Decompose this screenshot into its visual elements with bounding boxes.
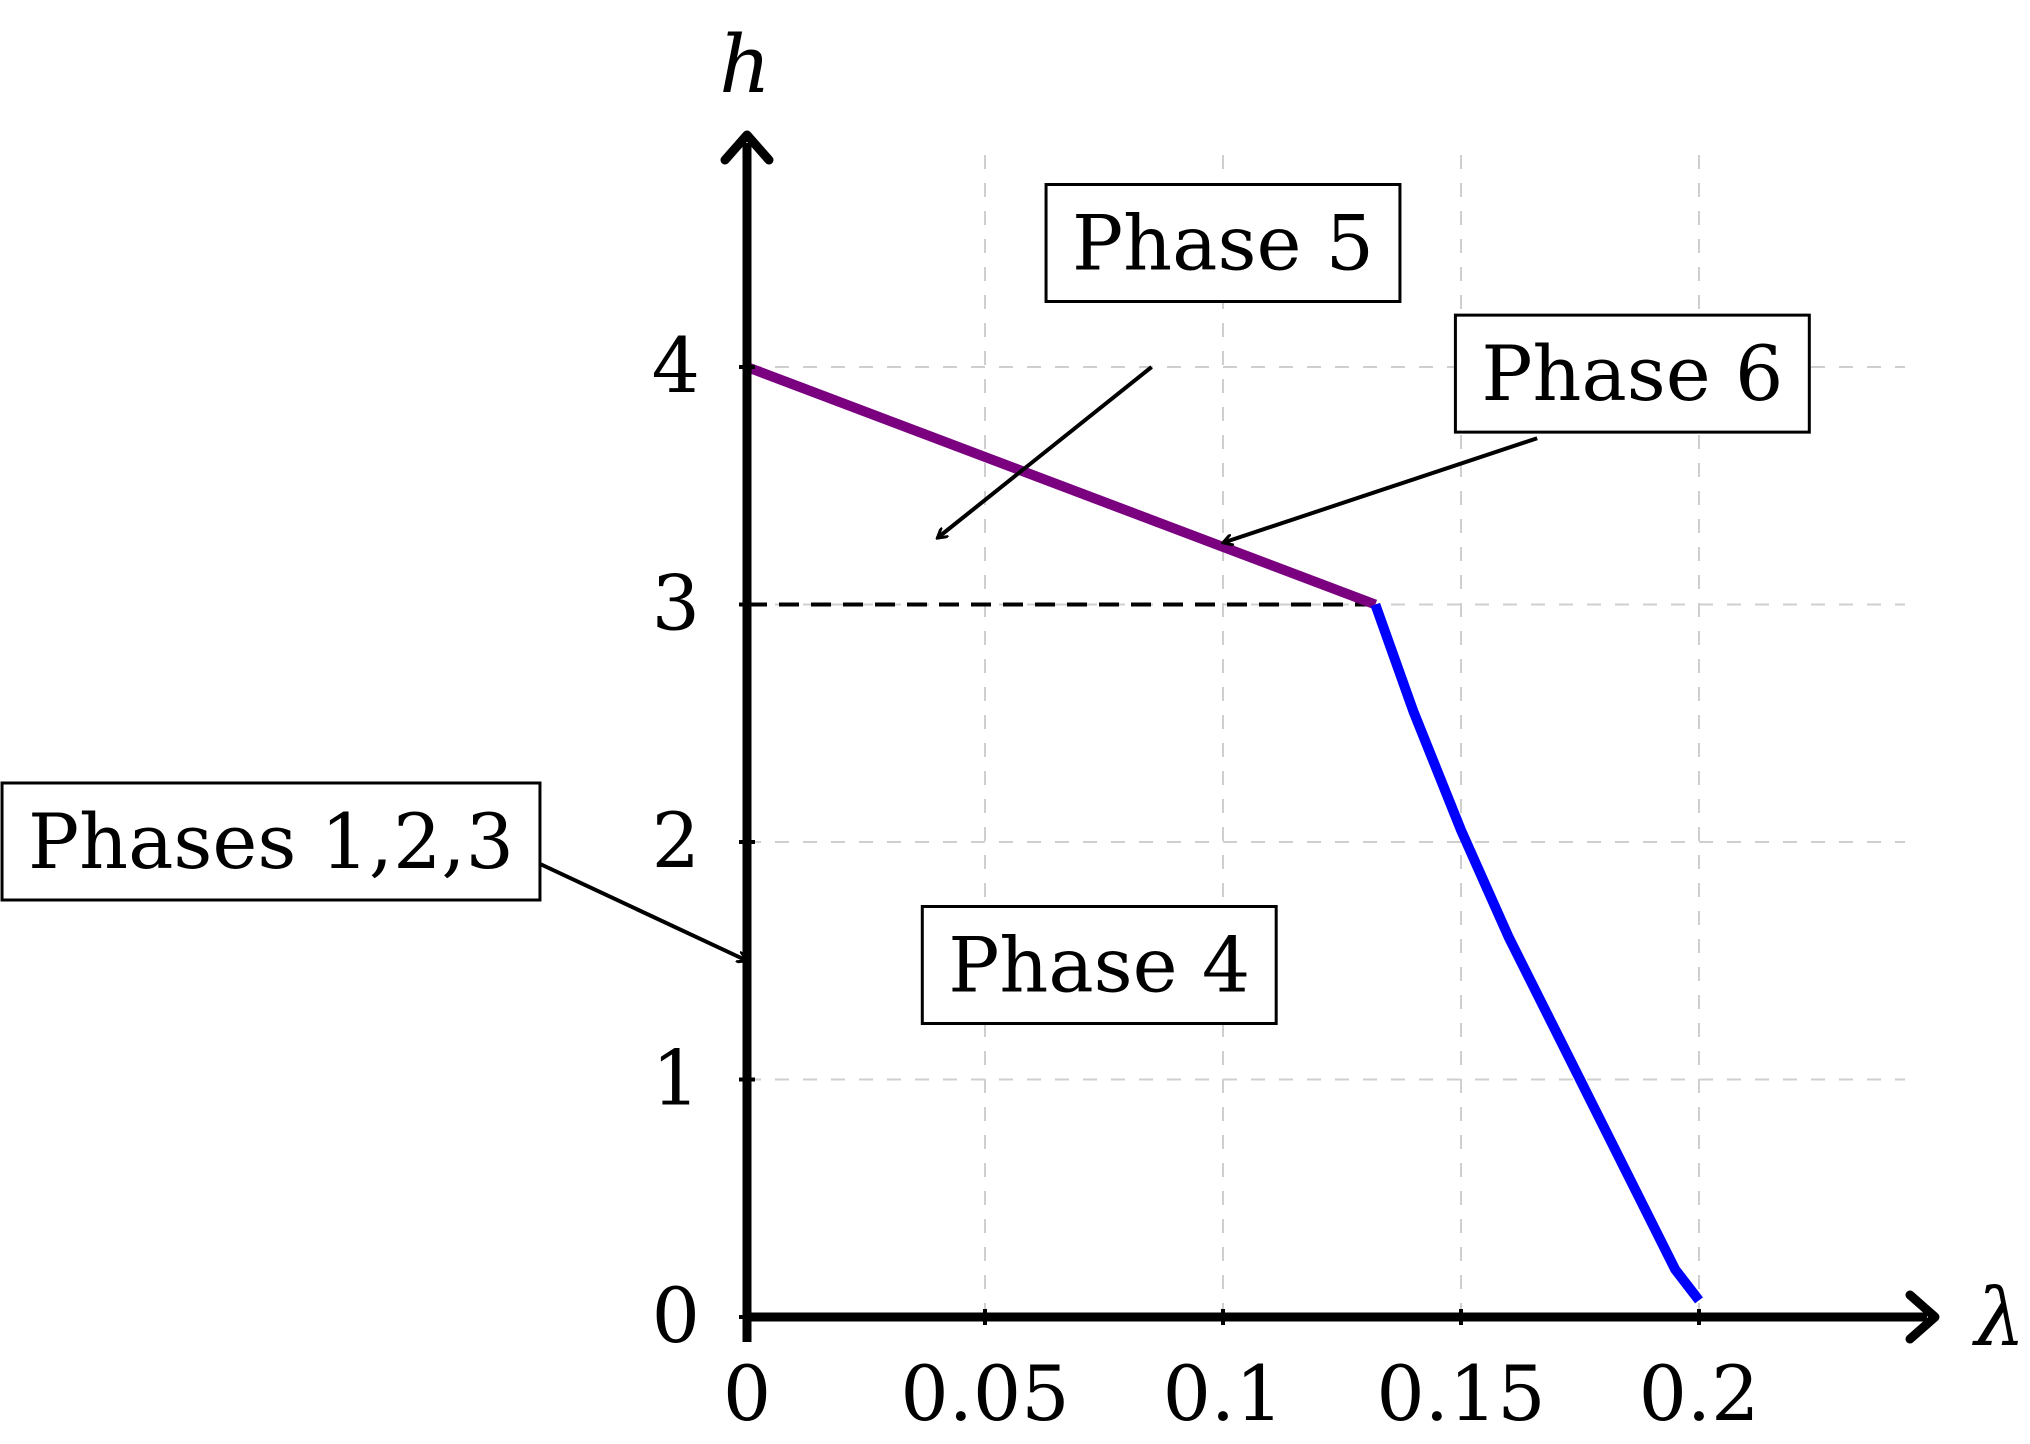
phase4-label: Phase 4 bbox=[948, 921, 1250, 1010]
x-axis-arrowhead bbox=[1905, 1290, 1940, 1344]
y-tick-label: 1 bbox=[652, 1034, 700, 1123]
phase4-label-box: Phase 4 bbox=[920, 905, 1278, 1025]
phase5-label-box: Phase 5 bbox=[1044, 183, 1402, 303]
x-tick-label: 0.05 bbox=[900, 1349, 1069, 1438]
series-line-2 bbox=[1370, 602, 1703, 1304]
series-layer bbox=[745, 362, 1703, 1304]
x-tick-label: 0.1 bbox=[1163, 1349, 1284, 1438]
phase5-box bbox=[1044, 183, 1402, 303]
y-axis-label: h bbox=[719, 18, 771, 111]
phases123-box bbox=[0, 781, 542, 902]
phase6-label: Phase 6 bbox=[1481, 329, 1783, 418]
x-tick-label: 0 bbox=[723, 1349, 771, 1438]
y-tick-label: 0 bbox=[652, 1271, 700, 1360]
phases123-label: Phases 1,2,3 bbox=[28, 797, 514, 886]
phase5-arrow bbox=[937, 365, 1153, 538]
tick-layer: 0 0.05 0.1 0.15 0.2 0 1 2 3 4 bbox=[652, 321, 1760, 1438]
x-tick-label: 0.15 bbox=[1376, 1349, 1545, 1438]
x-axis-label: λ bbox=[1972, 1271, 2026, 1364]
x-tick-label: 0.2 bbox=[1639, 1349, 1760, 1438]
phases123-arrow bbox=[517, 852, 747, 961]
axis-layer: λh bbox=[719, 18, 2025, 1364]
series-line-1 bbox=[745, 362, 1378, 610]
phases123-label-box: Phases 1,2,3 bbox=[0, 781, 542, 902]
y-tick-label: 4 bbox=[652, 321, 700, 410]
phase6-box bbox=[1453, 313, 1811, 434]
phase6-label-box: Phase 6 bbox=[1453, 313, 1811, 434]
phase6-arrow bbox=[1223, 436, 1538, 543]
y-axis-arrowhead bbox=[720, 130, 774, 165]
annotation-layer: Phase 5 Phase 6 Phases 1,2,3 Phase 4 bbox=[0, 183, 1811, 1025]
y-tick-label: 2 bbox=[652, 796, 700, 885]
phase5-label: Phase 5 bbox=[1072, 199, 1374, 288]
y-tick-label: 3 bbox=[652, 559, 700, 648]
phase4-box bbox=[920, 905, 1278, 1025]
